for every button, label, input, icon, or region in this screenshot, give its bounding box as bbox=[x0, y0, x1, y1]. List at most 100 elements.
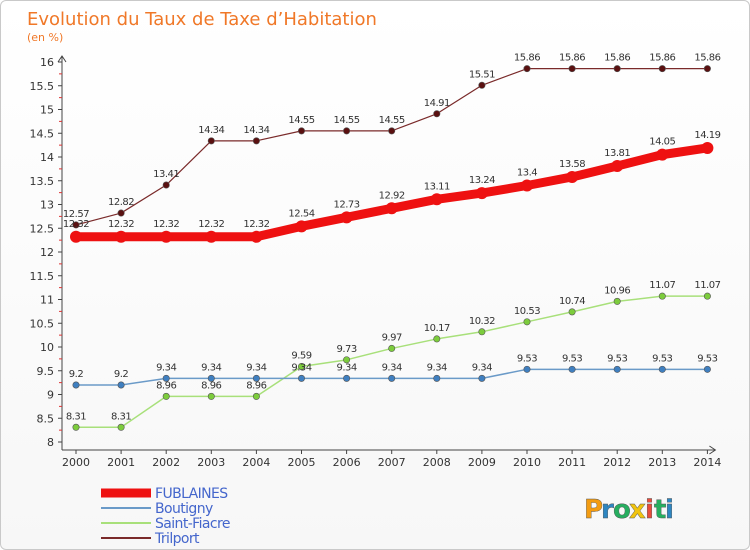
x-tick-label: 2011 bbox=[558, 456, 586, 469]
data-label-saint-fiacre: 10.74 bbox=[559, 296, 585, 307]
data-point-trilport bbox=[523, 65, 531, 73]
data-point-trilport bbox=[297, 127, 305, 135]
data-label-saint-fiacre: 11.07 bbox=[694, 280, 720, 291]
data-label-trilport: 14.55 bbox=[288, 115, 314, 126]
data-label-boutigny: 9.53 bbox=[652, 353, 672, 364]
data-point-fublaines bbox=[70, 230, 82, 243]
data-label-trilport: 12.82 bbox=[108, 197, 134, 208]
data-point-boutigny bbox=[658, 365, 666, 373]
data-label-trilport: 15.51 bbox=[469, 69, 495, 80]
data-point-trilport bbox=[658, 65, 666, 73]
logo-letter: i bbox=[645, 495, 654, 525]
data-label-boutigny: 9.53 bbox=[697, 353, 717, 364]
data-label-fublaines: 13.81 bbox=[604, 148, 630, 159]
data-point-trilport bbox=[568, 65, 576, 73]
data-label-trilport: 13.41 bbox=[153, 169, 179, 180]
legend-label-saint-fiacre: Saint-Fiacre bbox=[155, 516, 230, 532]
data-label-fublaines: 13.11 bbox=[424, 181, 450, 192]
x-tick-label: 2012 bbox=[603, 456, 631, 469]
data-point-boutigny bbox=[523, 365, 531, 373]
data-label-boutigny: 9.34 bbox=[156, 362, 176, 373]
data-point-trilport bbox=[207, 137, 215, 145]
data-point-saint-fiacre bbox=[297, 362, 305, 370]
data-point-saint-fiacre bbox=[252, 392, 260, 400]
data-label-fublaines: 12.32 bbox=[243, 219, 269, 230]
data-point-saint-fiacre bbox=[658, 292, 666, 300]
y-tick-label: 12 bbox=[40, 246, 54, 259]
data-label-boutigny: 9.2 bbox=[69, 369, 84, 380]
y-tick-label: 11 bbox=[40, 294, 54, 307]
data-point-boutigny bbox=[297, 374, 305, 382]
data-label-boutigny: 9.34 bbox=[201, 362, 221, 373]
y-tick-label: 16 bbox=[40, 56, 54, 69]
data-label-saint-fiacre: 9.73 bbox=[336, 344, 356, 355]
data-label-fublaines: 12.92 bbox=[379, 190, 405, 201]
y-tick-label: 9.5 bbox=[37, 365, 55, 378]
x-tick-label: 2005 bbox=[288, 456, 316, 469]
x-tick-label: 2010 bbox=[513, 456, 541, 469]
data-point-trilport bbox=[388, 127, 396, 135]
data-label-saint-fiacre: 9.97 bbox=[382, 332, 402, 343]
data-point-saint-fiacre bbox=[478, 328, 486, 336]
y-tick-label: 10 bbox=[40, 341, 54, 354]
data-label-trilport: 15.86 bbox=[694, 53, 720, 64]
data-label-fublaines: 12.32 bbox=[198, 219, 224, 230]
x-tick-label: 2014 bbox=[693, 456, 721, 469]
data-point-boutigny bbox=[162, 374, 170, 382]
data-point-boutigny bbox=[252, 374, 260, 382]
data-label-saint-fiacre: 10.96 bbox=[604, 285, 630, 296]
logo-letter: r bbox=[601, 495, 614, 525]
data-point-boutigny bbox=[207, 374, 215, 382]
data-label-fublaines: 12.54 bbox=[288, 208, 314, 219]
x-tick-label: 2002 bbox=[152, 456, 180, 469]
x-tick-label: 2003 bbox=[197, 456, 225, 469]
y-tick-label: 15 bbox=[40, 104, 54, 117]
y-tick-label: 15.5 bbox=[30, 80, 55, 93]
logo-letter: t bbox=[654, 495, 666, 525]
data-point-fublaines bbox=[115, 230, 128, 243]
data-label-boutigny: 9.34 bbox=[382, 362, 402, 373]
data-label-boutigny: 9.2 bbox=[114, 369, 129, 380]
data-label-boutigny: 9.53 bbox=[607, 353, 627, 364]
y-tick-label: 11.5 bbox=[30, 270, 55, 283]
y-tick-label: 8 bbox=[47, 436, 54, 449]
data-point-saint-fiacre bbox=[523, 318, 531, 326]
x-tick-label: 2008 bbox=[423, 456, 451, 469]
data-point-boutigny bbox=[568, 365, 576, 373]
data-point-saint-fiacre bbox=[117, 423, 125, 431]
data-label-saint-fiacre: 8.96 bbox=[246, 380, 266, 391]
x-tick-label: 2001 bbox=[107, 456, 135, 469]
x-tick-label: 2004 bbox=[242, 456, 270, 469]
data-point-fublaines bbox=[160, 230, 173, 243]
data-point-fublaines bbox=[475, 187, 488, 200]
data-point-trilport bbox=[478, 81, 486, 89]
data-label-trilport: 14.34 bbox=[198, 125, 224, 136]
data-label-boutigny: 9.34 bbox=[291, 362, 311, 373]
y-tick-label: 8.5 bbox=[37, 412, 55, 425]
series-fublaines: 12.32 12.32 12.32 12.32 12.32 12.54 12.73 12.92… bbox=[63, 130, 721, 243]
data-label-trilport: 14.55 bbox=[379, 115, 405, 126]
data-point-saint-fiacre bbox=[343, 356, 351, 364]
data-point-fublaines bbox=[250, 230, 263, 243]
data-point-boutigny bbox=[117, 381, 125, 389]
data-label-boutigny: 9.34 bbox=[336, 362, 356, 373]
data-label-boutigny: 9.34 bbox=[246, 362, 266, 373]
logo-letter: i bbox=[665, 495, 674, 525]
series-layer: 12.57 12.82 13.41 14.34 14.34 14.55 14.55 14.55… bbox=[63, 53, 721, 431]
y-tick-label: 12.5 bbox=[30, 222, 55, 235]
data-point-saint-fiacre bbox=[72, 423, 80, 431]
data-label-saint-fiacre: 10.32 bbox=[469, 316, 495, 327]
data-point-trilport bbox=[433, 110, 441, 118]
data-label-fublaines: 12.32 bbox=[153, 219, 179, 230]
data-label-fublaines: 12.32 bbox=[63, 219, 89, 230]
y-axis-arrow bbox=[57, 55, 67, 63]
data-point-fublaines bbox=[385, 202, 398, 215]
data-label-trilport: 14.34 bbox=[243, 125, 269, 136]
x-tick-label: 2013 bbox=[648, 456, 676, 469]
data-label-trilport: 14.91 bbox=[424, 98, 450, 109]
data-point-fublaines bbox=[521, 179, 533, 192]
logo-letter: o bbox=[613, 495, 631, 525]
